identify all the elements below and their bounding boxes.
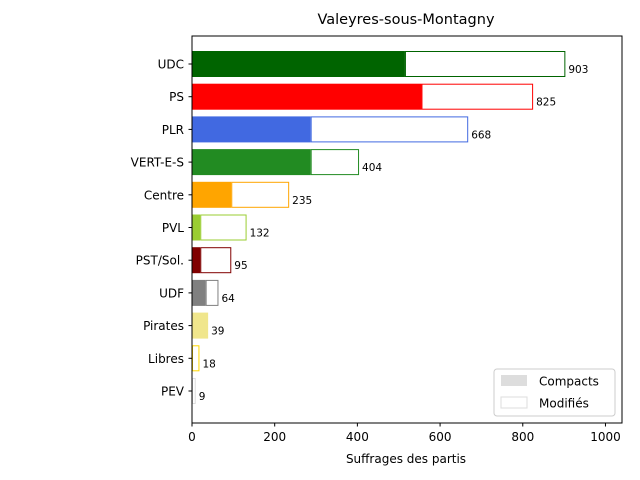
y-tick-label: PS <box>169 90 184 104</box>
y-axis-ticks: UDC PS PLR VERT-E-S Centre PVL PST/Sol. UDF Pira… <box>131 58 192 399</box>
bar-modifies <box>192 378 196 404</box>
y-tick-label: PST/Sol. <box>136 254 184 268</box>
bar-modifies <box>192 345 200 372</box>
legend-label-compacts: Compacts <box>539 375 599 389</box>
total-label: 668 <box>471 129 491 141</box>
x-tick-label: 1000 <box>590 430 621 444</box>
y-tick-label: PVL <box>162 221 184 235</box>
y-tick-label: Centre <box>144 188 184 202</box>
bar-modifies <box>310 149 360 176</box>
bar-modifies <box>205 279 219 306</box>
x-axis-label: Suffrages des partis <box>346 452 466 466</box>
total-label: 132 <box>250 228 270 240</box>
total-labels: 903 825 668 404 235 132 95 64 39 18 9 <box>199 64 589 403</box>
total-label: 18 <box>202 358 215 370</box>
bar-compacts <box>192 247 201 274</box>
legend: Compacts Modifiés <box>493 368 616 417</box>
total-label: 235 <box>292 195 312 207</box>
x-tick-label: 600 <box>429 430 452 444</box>
y-tick-label: PEV <box>161 385 185 399</box>
bars-layer <box>192 51 566 404</box>
y-tick-label: UDC <box>158 58 184 72</box>
y-tick-label: Libres <box>148 352 184 366</box>
x-tick-label: 800 <box>511 430 534 444</box>
bar-compacts <box>192 83 422 110</box>
legend-swatch-modifies <box>500 396 528 409</box>
total-label: 64 <box>221 293 235 305</box>
total-label: 95 <box>234 260 247 272</box>
total-label: 39 <box>211 326 224 338</box>
plot-frame <box>191 35 623 424</box>
y-tick-label: VERT-E-S <box>131 156 184 170</box>
bar-modifies <box>200 214 247 241</box>
x-axis-ticks: 0 200 400 600 800 1000 <box>188 423 621 444</box>
bar-compacts <box>192 279 206 306</box>
total-label: 404 <box>362 162 382 174</box>
total-label: 903 <box>568 64 588 76</box>
x-tick-label: 400 <box>346 430 369 444</box>
total-label: 825 <box>536 97 556 109</box>
chart-title: Valeyres-sous-Montagny <box>317 12 494 28</box>
y-tick-label: UDF <box>159 286 184 300</box>
bar-compacts <box>192 214 201 241</box>
bar-modifies <box>404 51 566 77</box>
y-tick-label: Pirates <box>143 319 184 333</box>
bar-compacts <box>192 51 405 77</box>
total-label: 9 <box>199 391 206 403</box>
bar-modifies <box>310 116 469 143</box>
bar-compacts <box>192 181 232 208</box>
legend-swatch-compacts <box>501 375 527 386</box>
bar-modifies <box>231 181 290 208</box>
y-tick-label: PLR <box>162 123 184 137</box>
bar-modifies <box>200 247 232 274</box>
x-tick-label: 0 <box>188 430 196 444</box>
bar-compacts <box>192 149 311 176</box>
bar-compacts <box>192 312 209 339</box>
bar-compacts <box>192 116 311 143</box>
legend-label-modifies: Modifiés <box>539 397 589 411</box>
x-tick-label: 200 <box>263 430 286 444</box>
bar-modifies <box>421 83 534 110</box>
